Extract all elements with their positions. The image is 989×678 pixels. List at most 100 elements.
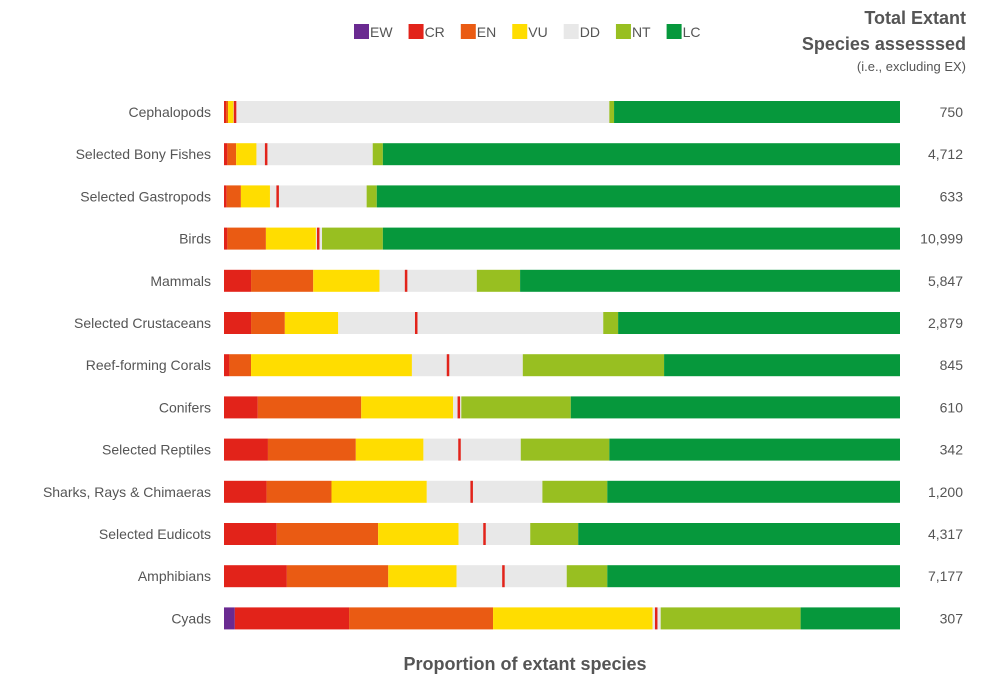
legend-label-vu: VU <box>528 24 547 40</box>
bar-segment-lc-11 <box>607 565 900 588</box>
bar-segment-lc-12 <box>800 607 900 630</box>
category-label-5: Selected Crustaceans <box>74 315 211 331</box>
bar-segment-dd-9 <box>426 480 543 503</box>
bar-segment-nt-5 <box>603 312 619 334</box>
bar-segment-lc-4 <box>520 269 900 292</box>
bar-segment-vu-0 <box>228 101 234 123</box>
bar-segment-cr-7 <box>224 396 258 419</box>
bar-segment-dd-4 <box>379 269 477 292</box>
legend-swatch-nt <box>615 24 631 39</box>
bar-segment-cr-10 <box>224 523 277 545</box>
bar-segment-cr-3 <box>224 227 228 250</box>
bar-segment-nt-8 <box>520 438 610 461</box>
bar-segment-cr-4 <box>224 269 252 292</box>
threshold-marker-10 <box>483 523 486 545</box>
bar-segment-cr-5 <box>224 312 252 334</box>
bar-segment-vu-8 <box>355 438 424 461</box>
legend-swatch-ew <box>354 24 369 39</box>
threshold-marker-1 <box>264 143 268 166</box>
bar-segment-en-8 <box>267 438 356 461</box>
right-title-line-1: Total Extant <box>864 8 966 28</box>
bar-segment-nt-7 <box>461 396 571 419</box>
legend-label-en: EN <box>477 24 496 40</box>
threshold-marker-5 <box>414 312 418 334</box>
bar-segment-dd-6 <box>411 354 523 377</box>
x-axis-label: Proportion of extant species <box>403 654 646 674</box>
category-label-2: Selected Gastropods <box>80 188 211 204</box>
bar-segment-en-0 <box>226 101 229 123</box>
bar-segment-lc-3 <box>382 227 900 250</box>
right-subtitle: (i.e., excluding EX) <box>857 59 966 74</box>
bar-segment-nt-6 <box>522 354 665 377</box>
bar-segment-vu-3 <box>265 227 316 250</box>
threshold-marker-12 <box>654 607 658 630</box>
bar-segment-vu-9 <box>331 480 427 503</box>
bar-segment-cr-6 <box>224 354 230 377</box>
category-label-3: Birds <box>179 231 211 247</box>
bar-segment-vu-4 <box>313 269 380 292</box>
bar-segment-nt-12 <box>660 607 801 630</box>
legend-swatch-lc <box>666 24 682 39</box>
bar-segment-en-3 <box>227 227 266 250</box>
bar-segment-nt-9 <box>542 480 608 503</box>
bar-segment-en-6 <box>229 354 252 377</box>
bar-segment-cr-9 <box>224 480 267 503</box>
threshold-marker-4 <box>404 269 408 292</box>
total-label-4: 5,847 <box>928 273 963 289</box>
bar-segment-lc-7 <box>570 396 900 419</box>
threshold-marker-8 <box>458 438 461 461</box>
bar-segment-cr-1 <box>224 143 228 166</box>
bar-segment-lc-2 <box>376 185 900 208</box>
bar-segment-nt-0 <box>609 101 615 123</box>
legend: EW CR EN VU DD NT LC <box>354 24 701 40</box>
bar-segment-lc-9 <box>607 480 900 503</box>
threshold-marker-3 <box>316 227 320 250</box>
bar-segment-vu-7 <box>361 396 454 419</box>
bar-segment-en-10 <box>276 523 379 545</box>
bar-segment-cr-12 <box>234 607 350 630</box>
bar-segment-dd-1 <box>256 143 373 166</box>
bar-segment-dd-2 <box>269 185 367 208</box>
category-label-6: Reef-forming Corals <box>86 357 211 373</box>
right-title-line-2: Species assesssed <box>802 34 966 54</box>
bar-segment-dd-8 <box>423 438 521 461</box>
threshold-marker-9 <box>470 480 473 503</box>
bar-segment-dd-7 <box>453 396 462 419</box>
bar-segment-vu-1 <box>236 143 257 166</box>
bar-segment-cr-0 <box>224 101 227 123</box>
total-label-3: 10,999 <box>920 231 963 247</box>
bar-segment-ew-12 <box>224 607 235 630</box>
bars-area <box>224 101 900 630</box>
legend-swatch-vu <box>512 24 528 39</box>
category-label-4: Mammals <box>150 273 211 289</box>
legend-swatch-dd <box>563 24 579 39</box>
total-label-6: 845 <box>940 357 964 373</box>
bar-segment-nt-3 <box>322 227 383 250</box>
bar-segment-en-9 <box>266 480 332 503</box>
bar-segment-en-11 <box>286 565 389 588</box>
bar-segment-vu-2 <box>240 185 270 208</box>
category-label-8: Selected Reptiles <box>102 442 211 458</box>
category-label-11: Amphibians <box>138 568 211 584</box>
bar-segment-dd-11 <box>456 565 567 588</box>
bar-segment-vu-5 <box>284 312 339 334</box>
total-label-10: 4,317 <box>928 526 963 542</box>
total-label-8: 342 <box>940 442 964 458</box>
total-label-5: 2,879 <box>928 315 963 331</box>
bar-segment-en-1 <box>227 143 237 166</box>
bar-segment-lc-0 <box>614 101 900 123</box>
bar-segment-vu-6 <box>251 354 412 377</box>
total-label-9: 1,200 <box>928 484 963 500</box>
bar-segment-lc-8 <box>609 438 900 461</box>
bar-segment-cr-2 <box>224 185 227 208</box>
bar-segment-cr-11 <box>224 565 287 588</box>
legend-label-cr: CR <box>425 24 445 40</box>
bar-segment-dd-5 <box>338 312 604 334</box>
total-label-1: 4,712 <box>928 146 963 162</box>
legend-label-dd: DD <box>580 24 600 40</box>
category-label-9: Sharks, Rays & Chimaeras <box>43 484 211 500</box>
bar-segment-nt-4 <box>476 269 521 292</box>
legend-label-nt: NT <box>632 24 651 40</box>
bar-segment-en-5 <box>251 312 285 334</box>
